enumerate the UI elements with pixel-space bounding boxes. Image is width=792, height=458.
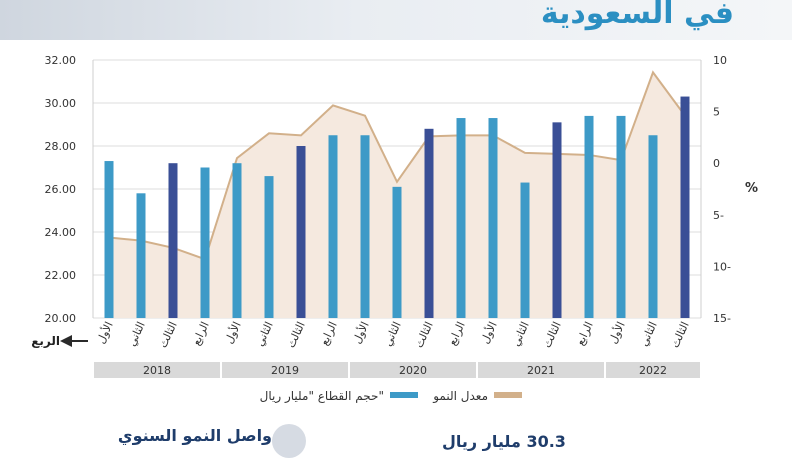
bar [552,122,562,318]
page-title: في السعودية [540,0,734,31]
bar [360,135,370,318]
quarter-axis-marker: الربع [31,334,88,348]
y-axis-right: 15- 10- 5- 0 5 10 [713,54,731,325]
bar [520,182,530,318]
x-tick-label: الثالث [284,320,307,350]
number-badge [272,424,306,458]
bar [456,118,466,318]
legend-swatch-size [390,392,418,398]
y-tick-left: 30.00 [45,97,77,110]
bar [104,161,114,318]
year-label: 2021 [527,364,555,377]
y-axis-right-label: % [745,181,758,196]
x-tick-label: الثاني [125,320,147,348]
legend-swatch-growth [494,392,522,398]
bar [328,135,338,318]
y-tick-left: 22.00 [45,269,77,282]
year-label: 2020 [399,364,427,377]
y-tick-left: 28.00 [45,140,77,153]
x-tick-label: الأول [605,319,627,345]
x-tick-label: الثاني [637,320,659,348]
bottom-teaser: واصل النمو السنوي 30.3 مليار ريال [0,410,792,458]
bar [232,163,242,318]
y-axis-left: 20.00 22.00 24.00 26.00 28.00 30.00 32.00 [45,54,77,325]
legend-label-growth: معدل النمو [432,389,488,404]
top-banner [0,0,792,40]
y-tick-right: 0 [713,157,720,170]
bar [648,135,658,318]
bar [488,118,498,318]
quarter-axis-label: الربع [31,334,60,348]
y-tick-right: 5- [713,209,724,222]
bar [392,186,402,318]
x-tick-label: الثاني [253,320,275,348]
y-tick-right: 15- [713,312,731,325]
year-bands: 2018 2019 2020 2021 2022 [94,362,700,378]
y-tick-right: 10- [713,260,731,273]
x-tick-label: الرابع [318,320,340,348]
x-tick-label: الثالث [156,320,179,350]
x-tick-label: الثالث [412,320,435,350]
legend-label-size: حجم القطاع "مليار ريال" [260,389,384,404]
x-tick-label: الثاني [509,320,531,348]
bar [616,115,626,319]
legend: معدل النمو حجم القطاع "مليار ريال" [260,389,522,404]
x-tick-label: الأول [221,319,243,345]
bar [136,193,146,318]
year-band [350,362,476,378]
teaser-mid-text: 30.3 مليار ريال [442,432,566,451]
x-tick-label: الثالث [668,320,691,350]
bars-layer [104,96,690,319]
y-tick-left: 20.00 [45,312,77,325]
year-band [606,362,700,378]
bar [200,167,210,318]
year-label: 2019 [271,364,299,377]
year-band [94,362,220,378]
year-label: 2022 [639,364,667,377]
y-tick-left: 24.00 [45,226,77,239]
bar [584,115,594,319]
x-tick-label: الثاني [381,320,403,348]
x-tick-labels: الأول الثاني الثالث الرابع الأول الثاني الثالث… [93,319,691,350]
y-tick-right: 10 [713,54,727,67]
x-tick-label: الأول [93,319,115,345]
bar [264,176,274,318]
x-tick-label: الثالث [540,320,563,350]
x-tick-label: الرابع [574,320,596,348]
y-tick-right: 5 [713,106,720,119]
x-tick-label: الرابع [190,320,212,348]
x-tick-label: الأول [477,319,499,345]
x-tick-label: الأول [349,319,371,345]
y-tick-left: 32.00 [45,54,77,67]
bar [168,163,178,318]
year-band [222,362,348,378]
year-band [478,362,604,378]
bar [424,128,434,318]
bar [680,96,690,318]
y-tick-left: 26.00 [45,183,77,196]
x-tick-label: الرابع [446,320,468,348]
teaser-left-text: واصل النمو السنوي [117,426,272,445]
bar [296,146,306,318]
year-label: 2018 [143,364,171,377]
